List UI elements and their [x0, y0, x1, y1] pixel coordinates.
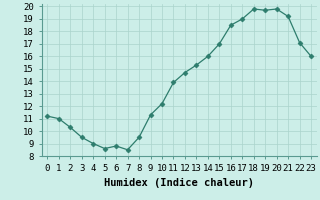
X-axis label: Humidex (Indice chaleur): Humidex (Indice chaleur)	[104, 178, 254, 188]
